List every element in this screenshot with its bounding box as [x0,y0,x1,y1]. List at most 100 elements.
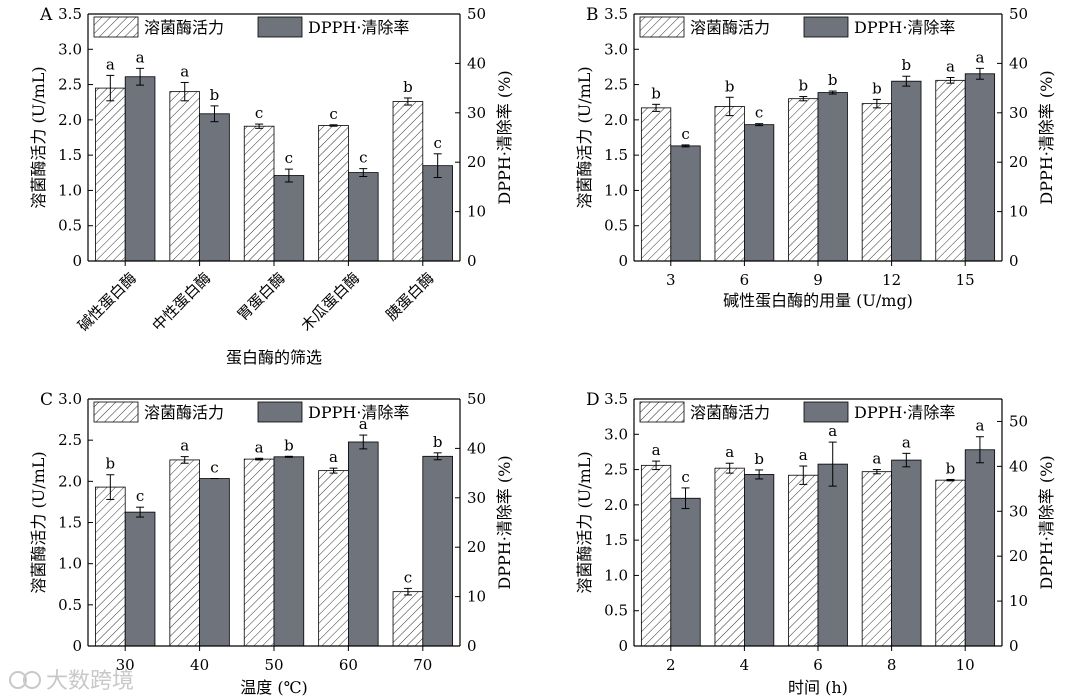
significance-label-dpph: c [681,468,689,486]
legend-label-lysozyme: 溶菌酶活力 [144,18,224,37]
bar-dpph [422,455,453,647]
x-tick-label: 10 [956,656,975,674]
panel-d: Da c 2 a b 4 a a 6 a a 8 b a 10 0 0.5 1.0 1.5 2.0 2.5 3.0 3.5 0… [575,390,1056,697]
y-tick-label-right: 0 [1009,252,1019,270]
y-tick-label-right: 20 [467,538,486,556]
significance-label-dpph: a [975,48,984,66]
significance-label-dpph: c [136,487,144,505]
y-tick-label-left: 3.0 [58,40,82,58]
x-tick-label: 木瓜蛋白酶 [297,269,363,335]
panel-letter: B [586,5,599,25]
bar-lysozyme [788,98,819,262]
x-tick-label: 胰蛋白酶 [382,269,437,324]
bar-dpph [891,80,922,262]
bar-lysozyme [95,486,126,647]
legend-swatch-dpph [257,16,303,38]
x-tick-label: 3 [666,271,676,289]
y-tick-label-right: 20 [467,153,486,171]
legend: 溶菌酶活力 DPPH·清除率 [93,16,409,38]
bar-lysozyme [318,470,349,647]
significance-label-lysozyme: c [404,568,412,586]
legend: 溶菌酶活力 DPPH·清除率 [639,401,955,423]
x-tick-label: 4 [740,656,750,674]
y-tick-label-left: 0 [618,637,628,655]
significance-label-lysozyme: c [255,104,263,122]
significance-label-lysozyme: a [106,55,115,73]
y-tick-label-right: 50 [467,390,486,408]
bar-lysozyme [640,107,672,262]
significance-label-dpph: c [755,104,763,122]
significance-label-lysozyme: b [872,79,882,97]
bar-dpph [817,92,848,262]
y-tick-label-left: 1.0 [604,181,628,199]
x-tick-label: 2 [666,656,676,674]
y-tick-label-left: 2.0 [58,472,82,490]
bar-dpph [124,76,156,262]
bar-lysozyme [243,125,275,262]
x-axis-label: 时间 (h) [788,678,848,697]
legend-label-dpph: DPPH·清除率 [854,18,955,37]
panel-a: Aa a 碱性蛋白酶 a b 中性蛋白酶 c c 胃蛋白酶 c c 木瓜蛋白酶 b c 胰蛋白酶 0 0.5 1.… [29,5,514,367]
legend-swatch-dpph [257,401,303,423]
significance-label-lysozyme: b [798,77,808,95]
y-tick-label-left: 0 [72,252,82,270]
y-axis-label-right: DPPH·清除率 (%) [1037,455,1056,589]
bar-lysozyme [169,459,200,647]
significance-label-dpph: c [285,149,293,167]
y-tick-label-right: 10 [467,588,486,606]
x-tick-label: 40 [190,656,209,674]
y-tick-label-left: 3.5 [58,5,82,23]
legend-swatch-lysozyme [639,401,685,423]
panel-letter: D [586,390,600,410]
legend-swatch-lysozyme [93,401,139,423]
y-tick-label-left: 1.0 [58,555,82,573]
bar-dpph [670,145,701,262]
legend-label-lysozyme: 溶菌酶活力 [690,18,770,37]
significance-label-dpph: a [136,48,145,66]
y-tick-label-right: 0 [1009,637,1019,655]
y-tick-label-left: 2.5 [58,431,82,449]
significance-label-dpph: a [902,433,911,451]
bar-dpph [817,463,848,647]
bar-lysozyme [714,106,745,262]
panel-letter: A [39,5,53,25]
bar-dpph [347,441,379,647]
y-tick-label-right: 10 [1009,592,1028,610]
x-tick-label: 50 [264,656,283,674]
panel-b: Bb c 3 b c 6 b b 9 b b 12 a a 15 0 0.5 1.0 1.5 2.0 2.5 3.0 3.5… [575,5,1056,310]
y-tick-label-right: 50 [467,5,486,23]
y-tick-label-right: 0 [467,252,477,270]
bar-dpph [273,456,305,647]
bar-dpph [347,172,379,262]
significance-label-lysozyme: a [799,446,808,464]
bar-dpph [744,124,775,262]
significance-label-dpph: a [828,422,837,440]
y-tick-label-right: 10 [1009,203,1028,221]
y-tick-label-right: 40 [467,54,486,72]
significance-label-dpph: b [433,433,443,451]
legend-swatch-dpph [803,401,849,423]
y-tick-label-left: 2.0 [604,496,628,514]
significance-label-dpph: b [210,86,220,104]
bar-dpph [199,478,230,647]
x-tick-label: 30 [116,656,135,674]
bar-lysozyme [95,87,126,262]
y-axis-label-left: 溶菌酶活力 (U/mL) [575,451,594,593]
y-tick-label-right: 40 [467,439,486,457]
y-tick-label-left: 2.0 [58,111,82,129]
significance-label-lysozyme: a [180,437,189,455]
x-tick-label: 15 [956,271,975,289]
legend-label-lysozyme: 溶菌酶活力 [144,403,224,422]
y-axis-label-left: 溶菌酶活力 (U/mL) [29,451,48,593]
y-tick-label-left: 1.0 [58,181,82,199]
significance-label-dpph: a [975,417,984,435]
y-tick-label-left: 2.5 [604,76,628,94]
significance-label-lysozyme: a [946,58,955,76]
panel-c: Cb c 30 a c 40 a b 50 a a 60 c b 70 0 0.5 1.0 1.5 2.0 2.5 3.0… [29,390,514,697]
bar-dpph [891,459,922,647]
significance-label-lysozyme: a [652,441,661,459]
x-tick-label: 碱性蛋白酶 [74,269,140,335]
legend-swatch-lysozyme [93,16,139,38]
y-tick-label-left: 3.0 [58,390,82,408]
